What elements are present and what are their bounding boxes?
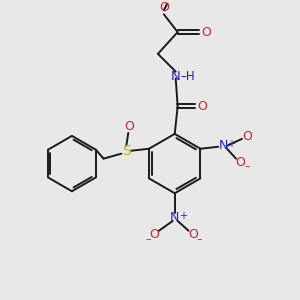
Text: –H: –H <box>180 70 195 83</box>
Text: O: O <box>197 100 207 113</box>
Text: N: N <box>170 212 179 224</box>
Text: N: N <box>218 139 228 152</box>
Text: S: S <box>122 144 131 158</box>
Text: +: + <box>227 139 235 149</box>
Text: N: N <box>171 70 181 83</box>
Text: –: – <box>244 161 250 172</box>
Text: –: – <box>196 234 202 244</box>
Text: –: – <box>145 234 151 244</box>
Text: O: O <box>201 26 211 39</box>
Text: O: O <box>235 156 245 169</box>
Text: O: O <box>149 228 159 241</box>
Text: +: + <box>178 211 187 221</box>
Text: O: O <box>159 1 169 14</box>
Text: O: O <box>242 130 252 143</box>
Text: O: O <box>124 119 134 133</box>
Text: O: O <box>189 228 198 241</box>
